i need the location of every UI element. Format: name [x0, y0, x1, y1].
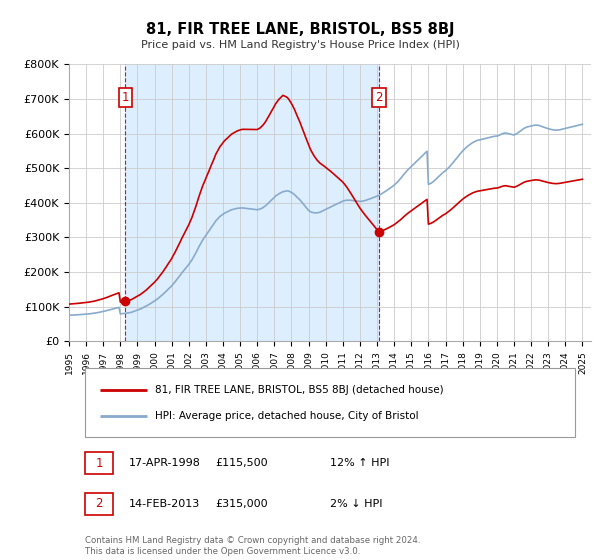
Text: Price paid vs. HM Land Registry's House Price Index (HPI): Price paid vs. HM Land Registry's House … — [140, 40, 460, 50]
Text: 2: 2 — [376, 91, 383, 104]
Text: 81, FIR TREE LANE, BRISTOL, BS5 8BJ (detached house): 81, FIR TREE LANE, BRISTOL, BS5 8BJ (det… — [155, 385, 444, 395]
Text: 17-APR-1998: 17-APR-1998 — [129, 459, 201, 469]
Text: 12% ↑ HPI: 12% ↑ HPI — [330, 459, 389, 469]
Bar — [125, 64, 379, 341]
Text: 2% ↓ HPI: 2% ↓ HPI — [330, 499, 383, 508]
Text: HPI: Average price, detached house, City of Bristol: HPI: Average price, detached house, City… — [155, 412, 419, 422]
Text: £115,500: £115,500 — [215, 459, 268, 469]
Text: 1: 1 — [95, 457, 103, 470]
Text: 1: 1 — [122, 91, 129, 104]
Text: 81, FIR TREE LANE, BRISTOL, BS5 8BJ: 81, FIR TREE LANE, BRISTOL, BS5 8BJ — [146, 22, 454, 38]
Text: 2: 2 — [95, 497, 103, 510]
Text: 14-FEB-2013: 14-FEB-2013 — [129, 499, 200, 508]
FancyBboxPatch shape — [85, 493, 113, 515]
Text: Contains HM Land Registry data © Crown copyright and database right 2024.
This d: Contains HM Land Registry data © Crown c… — [85, 536, 420, 556]
Text: £315,000: £315,000 — [215, 499, 268, 508]
FancyBboxPatch shape — [85, 452, 113, 474]
FancyBboxPatch shape — [85, 367, 575, 437]
